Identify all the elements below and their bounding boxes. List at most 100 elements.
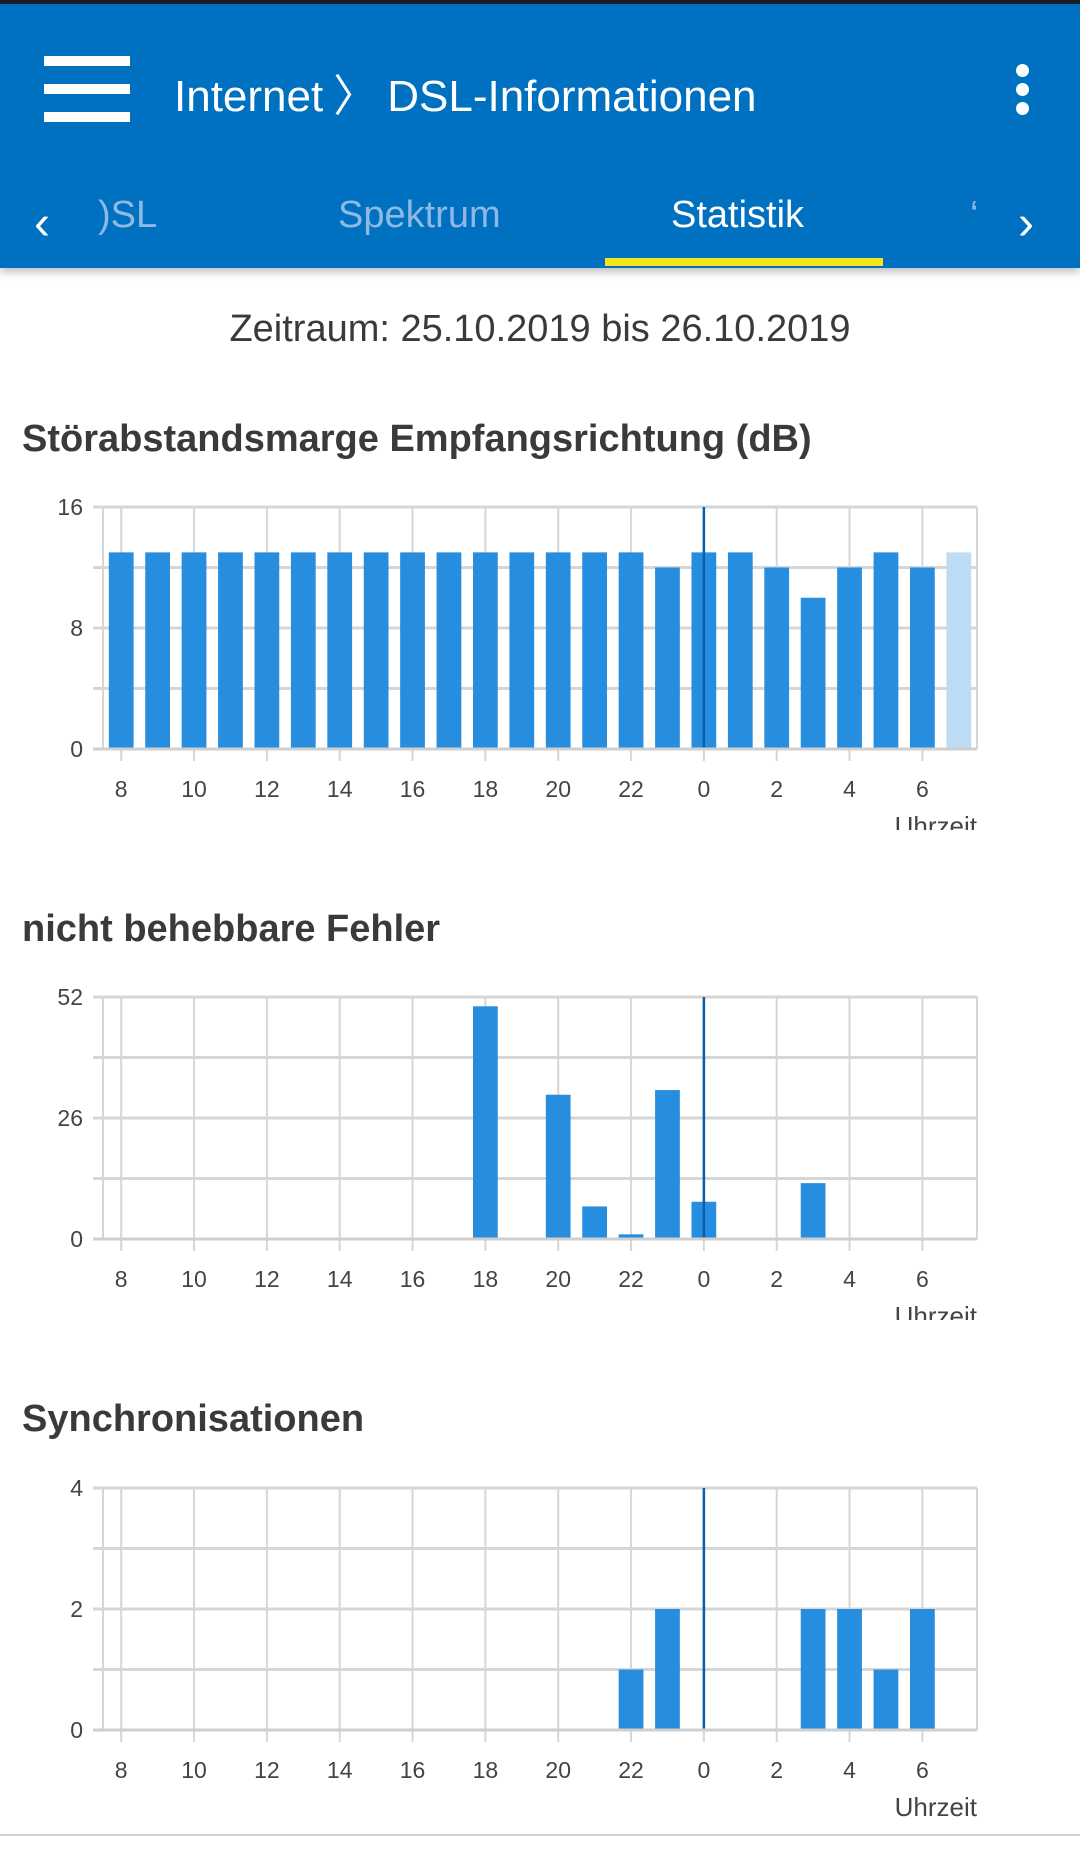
breadcrumb: Internet 〉 DSL-Informationen [174, 60, 757, 124]
bar-hour-7 [946, 552, 972, 749]
app-header: Internet 〉 DSL-Informationen ‹ )SL Spektru… [0, 4, 1080, 268]
x-tick-label: 4 [843, 776, 856, 802]
y-tick-label: 4 [70, 1475, 83, 1501]
hamburger-menu-icon[interactable] [44, 56, 130, 122]
x-tick-label: 6 [916, 776, 929, 802]
x-tick-label: 0 [697, 1266, 710, 1292]
chart-snr-margin: 8 10 12 14 16 18 20 22 0 2 4 6 0 8 16 Uhrzeit [57, 494, 978, 830]
status-bar [0, 0, 1080, 4]
breadcrumb-separator-icon: 〉 [333, 72, 378, 121]
x-tick-label: 8 [115, 1266, 128, 1292]
x-tick-label: 18 [473, 1757, 499, 1783]
x-tick-label: 4 [843, 1757, 856, 1783]
bar-hour-21 [582, 1206, 608, 1239]
x-tick-label: 2 [770, 1266, 783, 1292]
bar-hour-18 [472, 552, 498, 749]
tabs-prev-arrow-icon[interactable]: ‹ [34, 197, 50, 250]
bar-hour-22 [618, 1234, 644, 1239]
bar-hour-3 [800, 597, 826, 749]
chart-synchronizations: 8 10 12 14 16 18 20 22 0 2 4 6 0 2 4 Uhrzeit [70, 1475, 978, 1821]
chart-title-snr: Störabstandsmarge Empfangsrichtung (dB) [22, 418, 812, 460]
chart-title-syncs: Synchronisationen [22, 1398, 365, 1440]
x-tick-label: 12 [254, 776, 280, 802]
x-tick-label: 6 [916, 1757, 929, 1783]
y-tick-label: 52 [57, 984, 83, 1010]
x-tick-label: 10 [181, 1266, 207, 1292]
chart-title-errors: nicht behebbare Fehler [22, 908, 441, 950]
bar-hour-21 [582, 552, 608, 749]
y-tick-label: 16 [57, 494, 83, 520]
y-tick-label: 0 [70, 736, 83, 762]
x-tick-label: 12 [254, 1757, 280, 1783]
x-tick-label: 16 [400, 1757, 426, 1783]
tabs-next-arrow-icon[interactable]: › [1018, 197, 1034, 250]
x-axis-label: Uhrzeit [895, 1301, 978, 1320]
x-axis-label: Uhrzeit [895, 811, 978, 830]
x-tick-label: 6 [916, 1266, 929, 1292]
y-tick-label: 2 [70, 1596, 83, 1622]
period-label: Zeitraum: 25.10.2019 bis 26.10.2019 [229, 308, 851, 350]
x-tick-label: 14 [327, 1266, 353, 1292]
x-tick-label: 22 [618, 1266, 644, 1292]
divider [0, 1834, 1080, 1836]
bar-hour-6 [909, 1609, 935, 1730]
x-tick-label: 4 [843, 1266, 856, 1292]
x-axis-label: Uhrzeit [895, 1792, 978, 1821]
x-tick-label: 20 [545, 1266, 571, 1292]
active-tab-indicator [605, 258, 883, 266]
x-tick-label: 22 [618, 1757, 644, 1783]
x-tick-label: 2 [770, 776, 783, 802]
tab-dsl[interactable]: )SL [98, 194, 158, 236]
tab-next-partial[interactable]: ‘ [970, 194, 979, 236]
y-tick-label: 0 [70, 1717, 83, 1743]
bar-hour-11 [218, 552, 243, 749]
x-tick-label: 0 [697, 1757, 710, 1783]
bar-hour-15 [363, 552, 389, 749]
tab-statistik[interactable]: Statistik [671, 194, 805, 236]
bar-hour-22 [618, 552, 644, 749]
bar-hour-17 [436, 552, 462, 749]
x-tick-label: 18 [473, 1266, 499, 1292]
x-tick-label: 8 [115, 776, 128, 802]
x-tick-label: 20 [545, 776, 571, 802]
bar-hour-6 [909, 567, 935, 749]
bar-hour-3 [800, 1609, 826, 1730]
tab-spektrum[interactable]: Spektrum [338, 194, 501, 236]
bar-hour-4 [837, 567, 862, 749]
bar-hour-23 [655, 1609, 680, 1730]
x-tick-label: 8 [115, 1757, 128, 1783]
bar-hour-16 [400, 552, 425, 749]
bar-hour-23 [655, 567, 680, 749]
bar-hour-5 [873, 1669, 899, 1730]
bar-hour-4 [837, 1609, 862, 1730]
x-tick-label: 0 [697, 776, 710, 802]
bar-hour-14 [327, 552, 353, 749]
bar-hour-2 [764, 567, 790, 749]
x-tick-label: 2 [770, 1757, 783, 1783]
x-tick-label: 18 [473, 776, 499, 802]
bar-hour-18 [472, 1006, 498, 1239]
bar-hour-20 [545, 1094, 571, 1239]
x-tick-label: 20 [545, 1757, 571, 1783]
y-tick-label: 26 [57, 1105, 83, 1131]
breadcrumb-dsl-informationen: DSL-Informationen [387, 72, 757, 121]
y-tick-label: 0 [70, 1226, 83, 1252]
x-tick-label: 10 [181, 776, 207, 802]
x-tick-label: 16 [400, 776, 426, 802]
more-vertical-icon[interactable] [1016, 64, 1030, 115]
chart-uncorrectable-errors: 8 10 12 14 16 18 20 22 0 2 4 6 0 26 52 Uhrzeit [57, 984, 978, 1320]
y-tick-label: 8 [70, 615, 83, 641]
x-tick-label: 14 [327, 776, 353, 802]
bar-hour-19 [509, 552, 535, 749]
x-tick-label: 12 [254, 1266, 280, 1292]
bar-hour-1 [727, 552, 753, 749]
bar-hour-9 [145, 552, 171, 749]
bar-hour-10 [181, 552, 207, 749]
bar-hour-8 [108, 552, 134, 749]
breadcrumb-internet[interactable]: Internet [174, 72, 324, 121]
bar-hour-22 [618, 1669, 644, 1730]
x-tick-label: 16 [400, 1266, 426, 1292]
x-tick-label: 10 [181, 1757, 207, 1783]
tab-bar: ‹ )SL Spektrum Statistik ‘ › [0, 184, 1080, 268]
bar-hour-12 [254, 552, 280, 749]
